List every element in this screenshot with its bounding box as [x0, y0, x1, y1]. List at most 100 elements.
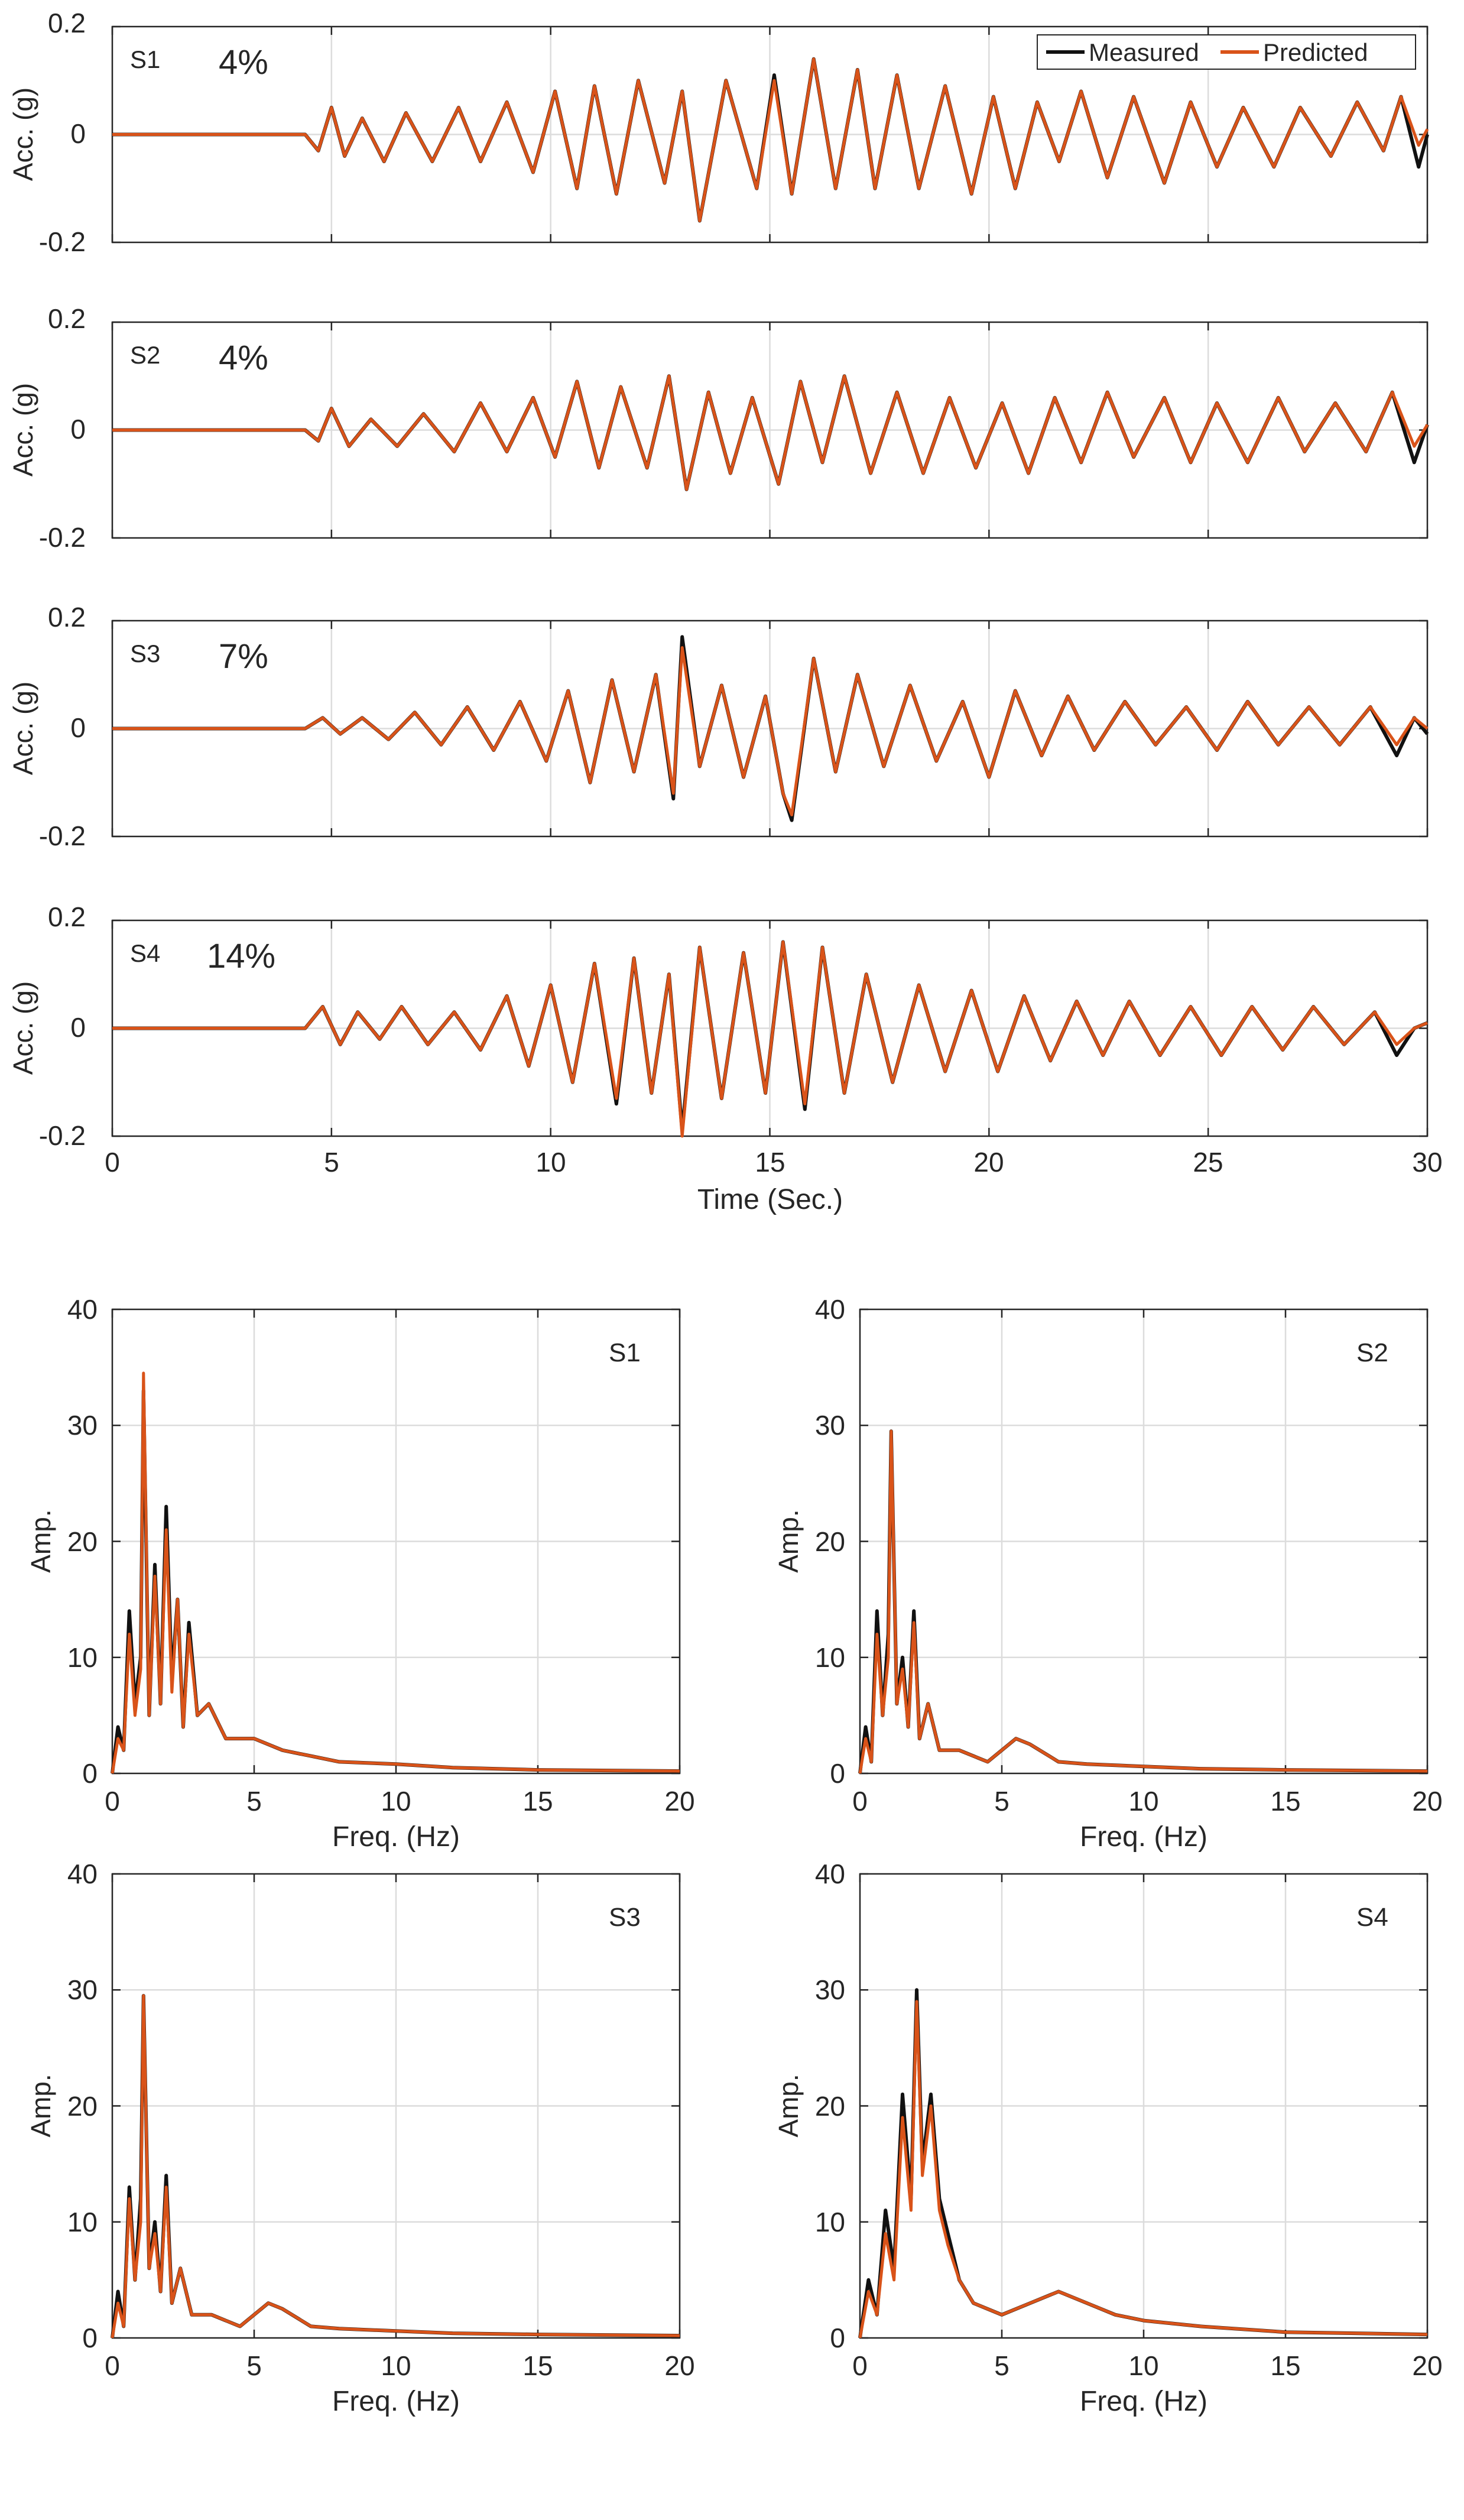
- ytick-label: 20: [67, 1526, 98, 1557]
- xtick-label: 0: [852, 2350, 868, 2381]
- xtick-label: 15: [1270, 1786, 1300, 1817]
- series-line-predicted: [111, 1371, 680, 1774]
- xtick-label: 5: [246, 1786, 262, 1817]
- ytick-label: -0.2: [39, 1120, 86, 1151]
- xlabel: Time (Sec.): [697, 1184, 843, 1215]
- xtick-label: 5: [324, 1147, 339, 1178]
- ytick-label: 0.2: [48, 8, 86, 38]
- ytick-label: 20: [815, 2091, 845, 2122]
- xtick-label: 10: [381, 2350, 411, 2381]
- legend-label-measured: Measured: [1089, 38, 1199, 66]
- series-line-predicted: [112, 57, 1429, 222]
- ytick-label: 0: [70, 1012, 86, 1043]
- grid: [112, 920, 1427, 1136]
- series: [858, 1988, 1428, 2339]
- series: [112, 635, 1429, 822]
- xlabel: Freq. (Hz): [332, 1821, 460, 1853]
- time-history-panel-s4: 0.2 0 -0.2 Acc. (g) S4 14% 0 5 10 15 20 …: [8, 901, 1443, 1215]
- xtick-label: 20: [1412, 2350, 1442, 2381]
- xtick-label: 5: [994, 1786, 1009, 1817]
- xtick-label: 10: [535, 1147, 566, 1178]
- damage-annotation: 14%: [207, 937, 275, 975]
- ylabel: Acc. (g): [8, 383, 38, 476]
- fft-panel-s2: 40 30 20 10 0 Amp. 0 5 10 15 20 Freq. (H…: [773, 1294, 1443, 1853]
- xtick-label: 0: [105, 1147, 120, 1178]
- xtick-label: 0: [852, 1786, 868, 1817]
- fft-panel-s1: 40 30 20 10 0 Amp. 0 5 10 15 20 Freq. (H…: [25, 1294, 695, 1853]
- damage-annotation: 4%: [219, 339, 268, 377]
- ticks: [111, 919, 1429, 1137]
- xtick-label: 0: [105, 1786, 120, 1817]
- ytick-label: 40: [815, 1294, 845, 1325]
- series: [858, 1429, 1428, 1774]
- ylabel: Acc. (g): [8, 87, 38, 181]
- ytick-label: 0: [82, 1758, 98, 1789]
- xtick-label: 20: [1412, 1786, 1442, 1817]
- panel-label: S2: [130, 341, 160, 369]
- panel-label: S4: [1356, 1903, 1388, 1932]
- xtick-label: 10: [381, 1786, 411, 1817]
- series: [112, 940, 1429, 1138]
- panel-label: S3: [609, 1903, 641, 1932]
- panel-label: S1: [130, 46, 160, 73]
- damage-annotation: 7%: [219, 637, 268, 676]
- series: [111, 1371, 680, 1774]
- ytick-label: 20: [67, 2091, 98, 2122]
- ytick-label: 0: [70, 118, 86, 149]
- series: [112, 57, 1429, 223]
- xtick-label: 20: [664, 2350, 694, 2381]
- ytick-label: 10: [815, 2207, 845, 2237]
- time-history-panel-s1: 0.2 0 -0.2 Acc. (g) S1 4% Measured Predi…: [8, 8, 1429, 257]
- series-line-predicted: [112, 940, 1428, 1138]
- xtick-label: 5: [994, 2350, 1009, 2381]
- time-history-panel-s2: 0.2 0 -0.2 Acc. (g) S2 4%: [8, 303, 1429, 553]
- xtick-label: 0: [105, 2350, 120, 2381]
- grid: [112, 1309, 680, 1773]
- xtick-label: 30: [1412, 1147, 1442, 1178]
- xtick-label: 15: [1270, 2350, 1300, 2381]
- ytick-label: 0: [70, 414, 86, 445]
- ytick-label: 30: [815, 1410, 845, 1441]
- ytick-label: 30: [67, 1974, 98, 2005]
- grid: [860, 1874, 1427, 2338]
- ytick-label: 0: [70, 712, 86, 743]
- xtick-label: 15: [522, 2350, 553, 2381]
- ylabel: Amp.: [25, 2074, 56, 2137]
- ylabel: Acc. (g): [8, 682, 38, 775]
- ylabel: Acc. (g): [8, 981, 38, 1075]
- ytick-label: -0.2: [39, 522, 86, 553]
- xtick-label: 10: [1128, 2350, 1158, 2381]
- ylabel: Amp.: [25, 1509, 56, 1572]
- xtick-label: 15: [755, 1147, 785, 1178]
- damage-annotation: 4%: [219, 43, 268, 82]
- xtick-label: 20: [664, 1786, 694, 1817]
- panel-label: S1: [609, 1338, 641, 1367]
- xtick-label: 5: [246, 2350, 262, 2381]
- grid: [860, 1309, 1427, 1773]
- ytick-label: 0.2: [48, 602, 86, 633]
- ytick-label: 40: [815, 1859, 845, 1889]
- xlabel: Freq. (Hz): [332, 2386, 460, 2417]
- ytick-label: 0: [830, 2323, 845, 2353]
- ytick-label: 10: [815, 1642, 845, 1673]
- ytick-label: 0.2: [48, 901, 86, 932]
- legend: Measured Predicted: [1037, 34, 1416, 70]
- xtick-label: 25: [1193, 1147, 1223, 1178]
- ylabel: Amp.: [773, 1509, 804, 1572]
- ytick-label: 10: [67, 2207, 98, 2237]
- panel-label: S3: [130, 640, 160, 667]
- ytick-label: 30: [67, 1410, 98, 1441]
- ytick-label: 0: [82, 2323, 98, 2353]
- ytick-label: 0: [830, 1758, 845, 1789]
- ytick-label: 40: [67, 1859, 98, 1889]
- xtick-label: 15: [522, 1786, 553, 1817]
- ytick-label: 20: [815, 1526, 845, 1557]
- xtick-label: 10: [1128, 1786, 1158, 1817]
- ylabel: Amp.: [773, 2074, 804, 2137]
- series-line-predicted: [112, 374, 1429, 491]
- grid: [112, 322, 1427, 538]
- series-line-predicted: [858, 1429, 1428, 1774]
- fft-panel-s3: 40 30 20 10 0 Amp. 0 5 10 15 20 Freq. (H…: [25, 1859, 695, 2417]
- fft-panel-s4: 40 30 20 10 0 Amp. 0 5 10 15 20 Freq. (H…: [773, 1859, 1443, 2417]
- series: [112, 374, 1429, 491]
